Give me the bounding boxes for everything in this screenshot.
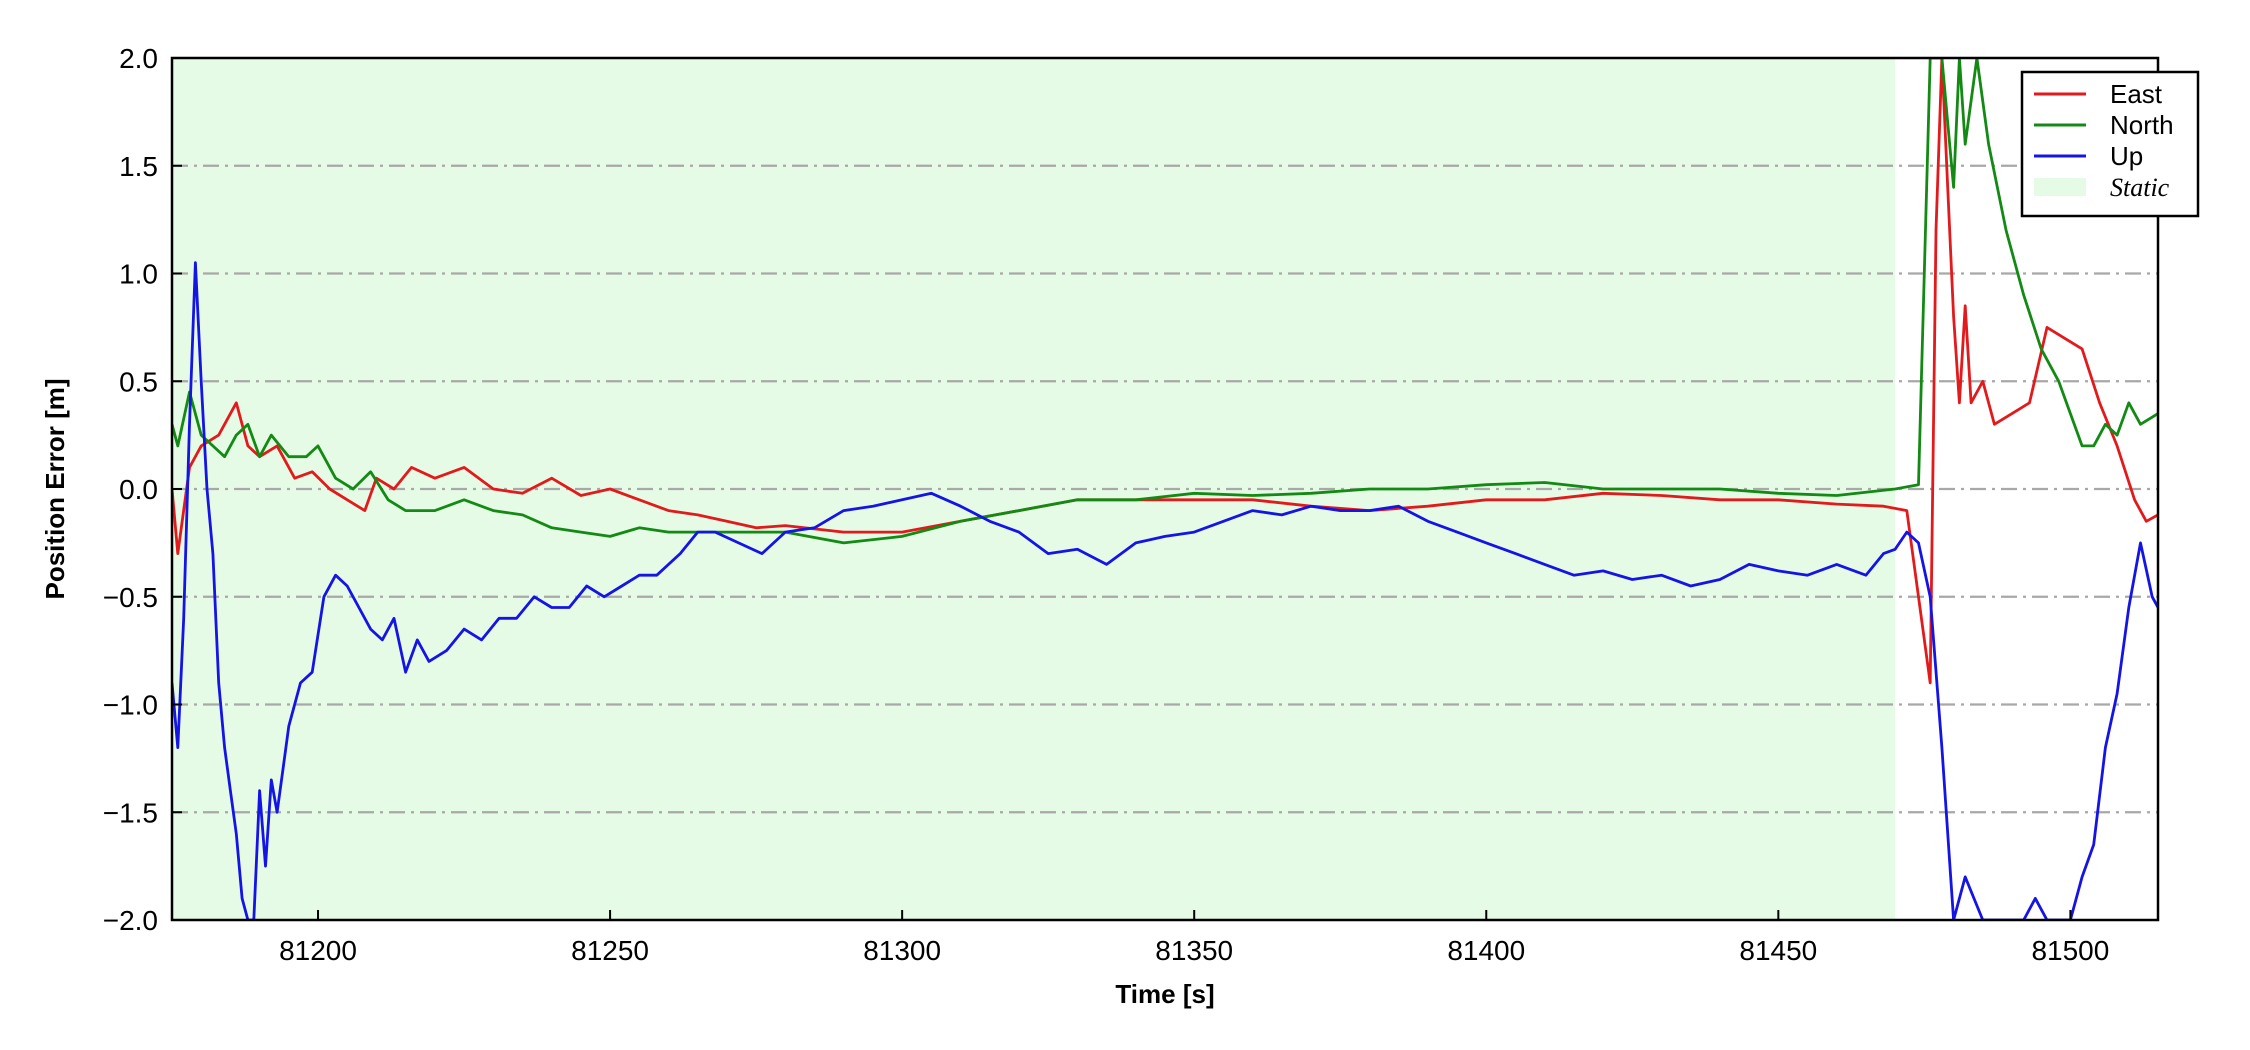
series-lines	[172, 58, 2158, 920]
y-tick-label: 1.5	[119, 151, 158, 182]
y-tick-label: −2.0	[103, 905, 158, 936]
y-tick-label: 2.0	[119, 43, 158, 74]
x-tick-label: 81300	[863, 935, 941, 966]
y-tick-label: −1.0	[103, 690, 158, 721]
legend-label-north: North	[2110, 110, 2174, 140]
x-axis-label: Time [s]	[1115, 979, 1214, 1009]
legend-swatch-static	[2034, 178, 2086, 196]
x-tick-label: 81350	[1155, 935, 1233, 966]
y-axis-label: Position Error [m]	[40, 378, 70, 599]
y-tick-label: 0.0	[119, 474, 158, 505]
y-tick-label: −1.5	[103, 797, 158, 828]
series-line-north	[172, 58, 2158, 545]
axis-ticks: 81200 81250 81300 81350 81400 81450 81500 −2.0 −…	[103, 43, 2110, 966]
legend-label-east: East	[2110, 79, 2163, 109]
x-tick-label: 81500	[2031, 935, 2109, 966]
y-tick-label: 0.5	[119, 366, 158, 397]
y-tick-label: 1.0	[119, 259, 158, 290]
gridlines	[172, 164, 2158, 814]
x-tick-label: 81450	[1739, 935, 1817, 966]
x-tick-label: 81400	[1447, 935, 1525, 966]
y-tick-label: −0.5	[103, 582, 158, 613]
x-tick-label: 81200	[279, 935, 357, 966]
legend-label-up: Up	[2110, 141, 2143, 171]
series-line-up	[172, 261, 2158, 920]
x-tick-label: 81250	[571, 935, 649, 966]
legend-label-static: Static	[2110, 173, 2170, 202]
